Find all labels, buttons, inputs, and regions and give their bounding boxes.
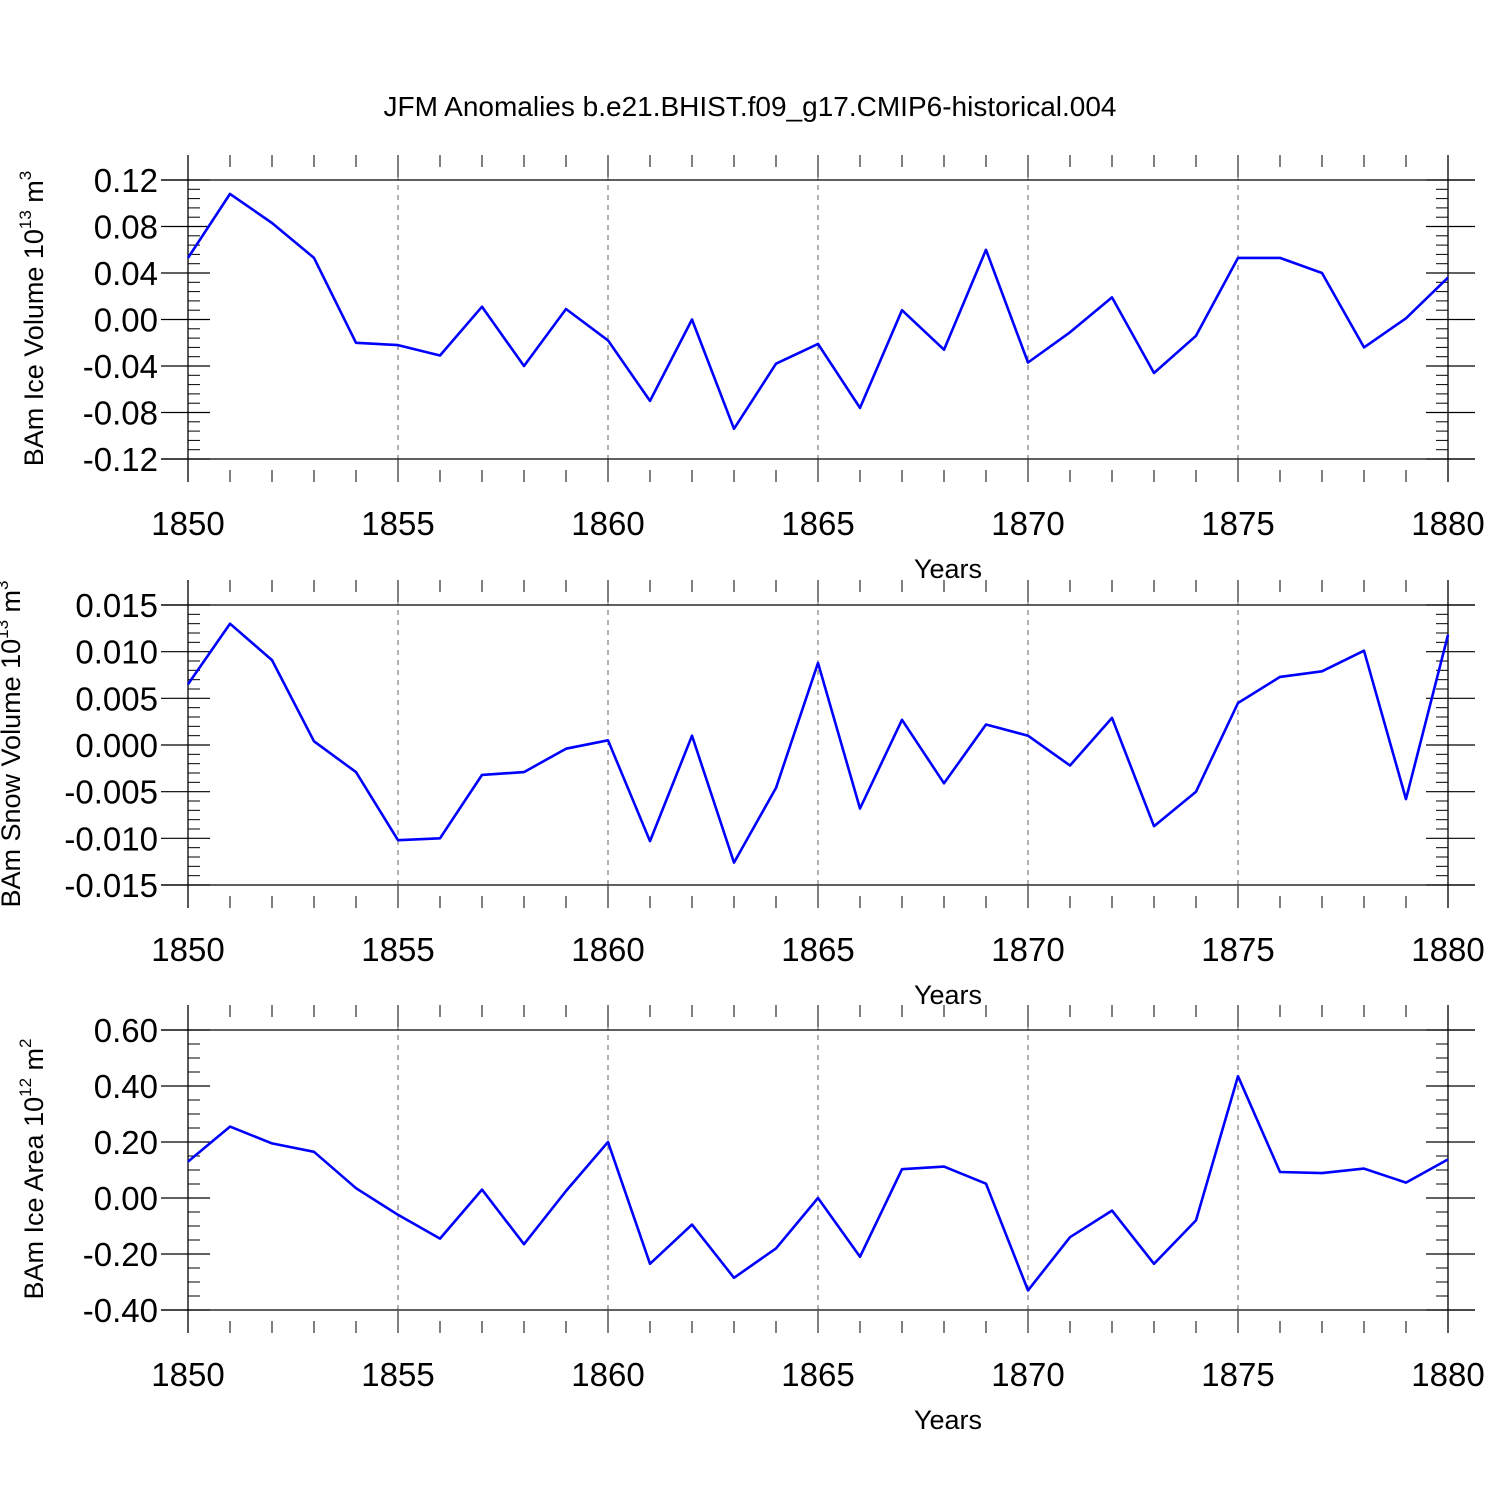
x-tick-label: 1870 (991, 1356, 1064, 1393)
y-tick-label: 0.60 (94, 1012, 158, 1049)
snow-volume-panel: -0.015 -0.010 -0.005 0.000 0.005 0.010 0.015 18… (0, 580, 1485, 1010)
y-tick-label: -0.20 (83, 1236, 158, 1273)
y-axis-label: BAm Ice Volume 1013 m3 (16, 171, 49, 467)
x-tick-label: 1855 (361, 505, 434, 542)
x-tick-label: 1880 (1411, 931, 1484, 968)
x-tick-label: 1855 (361, 931, 434, 968)
y-tick-label: -0.005 (64, 774, 158, 811)
y-tick-label: 0.005 (75, 680, 158, 717)
x-tick-label: 1880 (1411, 1356, 1484, 1393)
chart-title: JFM Anomalies b.e21.BHIST.f09_g17.CMIP6-… (383, 91, 1116, 122)
x-tick-label: 1850 (151, 505, 224, 542)
series-line (187, 1074, 1449, 1292)
y-tick-label: -0.010 (64, 820, 158, 857)
y-tick-label: 0.000 (75, 727, 158, 764)
x-axis-label: Years (914, 980, 982, 1010)
ice-area-panel: -0.40 -0.20 0.00 0.20 0.40 0.60 1850 1855 1860 18… (16, 1005, 1485, 1435)
series-line (186, 192, 1449, 431)
x-tick-label: 1850 (151, 931, 224, 968)
x-tick-label: 1875 (1201, 1356, 1274, 1393)
y-axis-label: BAm Ice Area 1012 m2 (16, 1039, 49, 1300)
x-tick-label: 1850 (151, 1356, 224, 1393)
x-axis-label: Years (914, 1405, 982, 1435)
x-tick-label: 1860 (571, 505, 644, 542)
x-tick-label: 1860 (571, 931, 644, 968)
series-line (186, 622, 1450, 864)
x-tick-label: 1860 (571, 1356, 644, 1393)
x-tick-label: 1880 (1411, 505, 1484, 542)
y-tick-label: -0.04 (83, 348, 158, 385)
x-tick-label: 1875 (1201, 505, 1274, 542)
x-tick-label: 1865 (781, 505, 854, 542)
y-tick-label: 0.40 (94, 1068, 158, 1105)
y-tick-label: 0.010 (75, 634, 158, 671)
y-tick-label: -0.12 (83, 441, 158, 478)
x-tick-label: 1865 (781, 1356, 854, 1393)
y-tick-label: -0.40 (83, 1292, 158, 1329)
y-tick-label: 0.08 (94, 209, 158, 246)
y-tick-label: 0.015 (75, 587, 158, 624)
y-axis-label: BAm Snow Volume 1013 m3 (0, 580, 26, 907)
x-axis-label: Years (914, 554, 982, 584)
x-tick-label: 1865 (781, 931, 854, 968)
x-tick-label: 1870 (991, 505, 1064, 542)
y-tick-label: 0.00 (94, 1180, 158, 1217)
x-tick-label: 1870 (991, 931, 1064, 968)
y-tick-label: 0.04 (94, 255, 158, 292)
y-tick-label: 0.20 (94, 1124, 158, 1161)
y-tick-label: -0.08 (83, 395, 158, 432)
x-tick-label: 1855 (361, 1356, 434, 1393)
ice-volume-panel: -0.12 -0.08 -0.04 0.00 0.04 0.08 0.12 1850 1855 1… (16, 155, 1485, 584)
x-tick-label: 1875 (1201, 931, 1274, 968)
y-tick-label: 0.00 (94, 302, 158, 339)
y-tick-label: 0.12 (94, 162, 158, 199)
y-tick-label: -0.015 (64, 867, 158, 904)
